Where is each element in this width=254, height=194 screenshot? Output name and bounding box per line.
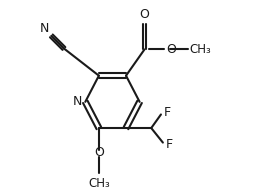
Text: O: O — [139, 8, 149, 21]
Text: O: O — [94, 146, 104, 159]
Text: N: N — [40, 22, 49, 35]
Text: N: N — [73, 95, 82, 108]
Text: CH₃: CH₃ — [88, 177, 110, 190]
Text: F: F — [166, 138, 173, 151]
Text: O: O — [166, 43, 176, 56]
Text: F: F — [164, 106, 171, 119]
Text: CH₃: CH₃ — [189, 43, 211, 56]
